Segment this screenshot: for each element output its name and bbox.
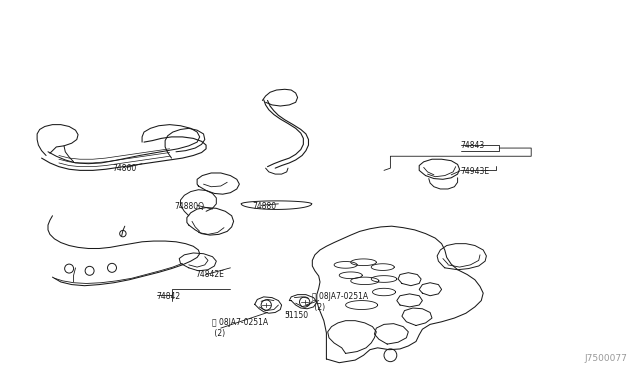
Text: 51150: 51150 — [285, 311, 309, 320]
Text: 74943E: 74943E — [461, 167, 490, 176]
Text: 74880: 74880 — [253, 202, 277, 211]
Text: Ⓑ 08JA7-0251A
 (2): Ⓑ 08JA7-0251A (2) — [312, 292, 368, 312]
Text: Ⓑ 08JA7-0251A
 (2): Ⓑ 08JA7-0251A (2) — [212, 318, 269, 338]
Text: 74860: 74860 — [112, 164, 136, 173]
Text: J7500077: J7500077 — [584, 354, 627, 363]
Text: 74843: 74843 — [461, 141, 485, 150]
Text: 74880Q: 74880Q — [174, 202, 204, 211]
Text: 74842E: 74842E — [195, 270, 224, 279]
Text: 74842: 74842 — [157, 292, 181, 301]
